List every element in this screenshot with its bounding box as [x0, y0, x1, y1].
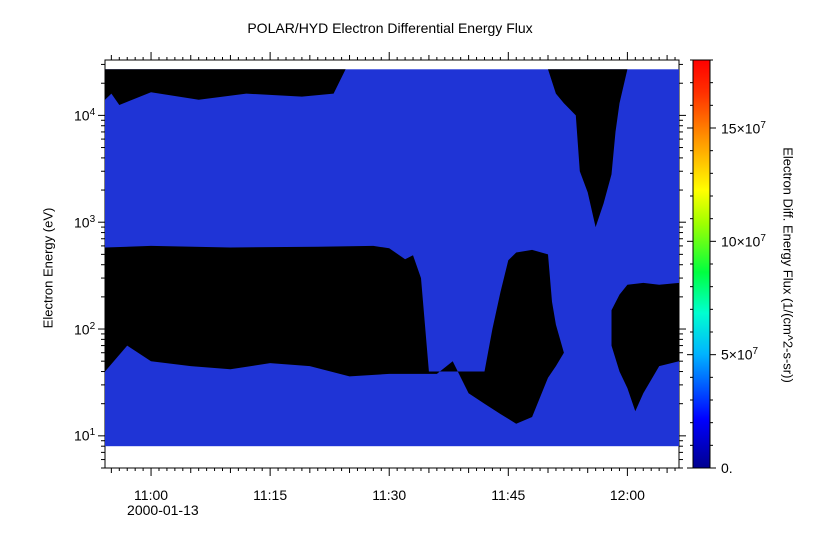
axes	[98, 52, 686, 476]
low-energy-gap-right	[611, 282, 679, 412]
y-tick-label: 101	[74, 427, 96, 444]
y-axis-label: Electron Energy (eV)	[40, 207, 56, 329]
no-data-regions	[105, 69, 679, 424]
y-tick-label: 103	[74, 213, 96, 231]
y-tick-label: 104	[74, 106, 96, 124]
x-tick-label: 12:00	[609, 487, 645, 503]
high-energy-gap-top	[105, 69, 346, 105]
colorbar-tick-label: 5×107	[721, 346, 759, 363]
colorbar-tick-label: 0.	[721, 460, 733, 476]
colorbar-gradient	[692, 59, 711, 469]
low-energy-gap-main	[105, 245, 564, 424]
chart-title: POLAR/HYD Electron Differential Energy F…	[247, 20, 533, 36]
colorbar-tick-label: 10×107	[721, 232, 766, 250]
colorbar-ticks	[687, 59, 716, 469]
x-date-label: 2000-01-13	[127, 502, 199, 518]
x-tick-label: 11:15	[253, 487, 288, 503]
x-tick-label: 11:00	[134, 487, 169, 503]
y-tick-label: 102	[74, 320, 96, 338]
high-energy-dropout	[548, 69, 628, 228]
colorbar-label: Electron Diff. Energy Flux (1/(cm^2-s-sr…	[780, 147, 796, 383]
x-tick-label: 11:30	[372, 487, 407, 503]
x-tick-label: 11:45	[491, 487, 526, 503]
colorbar-tick-label: 15×107	[721, 119, 766, 137]
